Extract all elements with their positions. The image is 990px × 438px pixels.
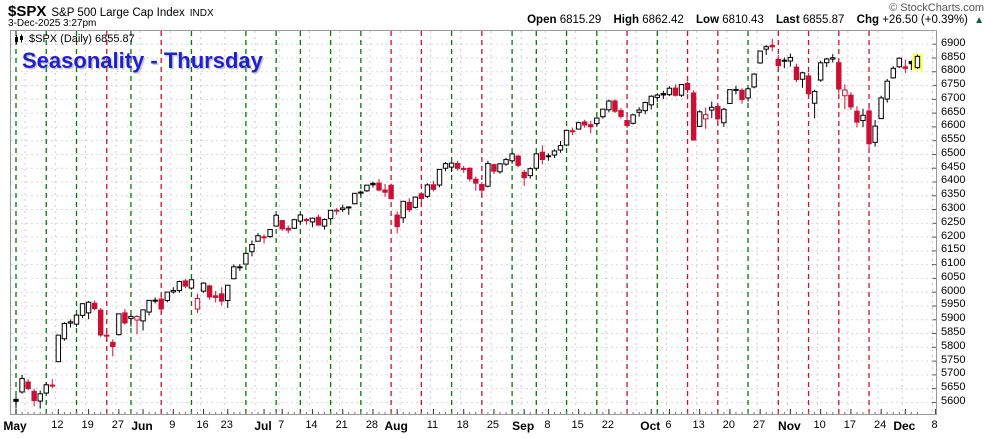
y-axis-tick-label: 5800 xyxy=(941,339,966,352)
x-axis-tick-label: 8 xyxy=(544,419,551,431)
high-value: 6862.42 xyxy=(642,14,684,26)
x-axis-tick-label: Nov xyxy=(778,419,801,433)
y-axis-tick-label: 5950 xyxy=(941,298,966,311)
x-axis-tick-label: Aug xyxy=(384,419,408,433)
y-axis-tick-label: 6300 xyxy=(941,202,966,215)
x-axis-tick-label: 10 xyxy=(813,419,826,431)
low-label: Low xyxy=(696,14,720,26)
y-axis-tick-label: 6350 xyxy=(941,188,966,201)
last-label: Last xyxy=(776,14,800,26)
high-label: High xyxy=(613,14,640,26)
legend-text: $SPX (Daily) 6855.87 xyxy=(29,33,135,45)
quote-datetime: 3-Dec-2025 3:27pm xyxy=(8,18,97,29)
y-axis-tick-label: 6650 xyxy=(941,105,966,118)
y-axis-tick-label: 6900 xyxy=(941,36,966,49)
y-axis-tick-label: 6850 xyxy=(941,50,966,63)
x-axis-tick-label: 15 xyxy=(571,419,584,431)
x-axis-tick-label: 24 xyxy=(874,419,887,431)
y-axis-tick-label: 6750 xyxy=(941,78,966,91)
y-axis-tick-label: 6700 xyxy=(941,91,966,104)
x-axis-tick-label: Dec xyxy=(893,419,916,433)
x-axis-tick-label: 6 xyxy=(665,419,672,431)
x-axis-tick-label: 21 xyxy=(335,419,348,431)
chg-value: +26.50 (+0.39%) xyxy=(882,14,968,26)
x-axis-tick-label: Oct xyxy=(640,419,661,433)
x-axis-tick-label: 18 xyxy=(456,419,469,431)
open-value: 6815.29 xyxy=(559,14,602,26)
x-axis-tick-label: 27 xyxy=(111,419,124,431)
x-axis-tick-label: 12 xyxy=(51,419,64,431)
y-axis-tick-label: 5750 xyxy=(941,353,966,366)
x-axis-tick-label: 17 xyxy=(843,419,857,431)
candlestick-canvas xyxy=(11,31,936,414)
stockcharts-copyright: © StockCharts.com xyxy=(889,2,984,14)
x-axis-tick-label: 27 xyxy=(753,419,766,431)
candlestick-icon xyxy=(15,34,23,44)
x-axis-tick-label: 8 xyxy=(931,419,938,431)
y-axis-tick-label: 6800 xyxy=(941,64,966,77)
low-value: 6810.43 xyxy=(722,14,764,26)
chart-header: $SPX S&P 500 Large Cap Index INDX xyxy=(8,3,214,21)
y-axis-tick-label: 5650 xyxy=(941,381,966,394)
y-axis-tick-label: 6050 xyxy=(941,270,966,283)
symbol-exchange: INDX xyxy=(189,8,214,19)
x-axis-tick-label: May xyxy=(3,419,27,433)
x-axis-tick-label: 14 xyxy=(305,419,318,431)
y-axis-tick-label: 6500 xyxy=(941,146,966,159)
y-axis-tick-label: 6150 xyxy=(941,243,966,256)
y-axis-tick-label: 6400 xyxy=(941,174,966,187)
x-axis-tick-label: Jun xyxy=(131,419,153,433)
y-axis-tick-label: 6250 xyxy=(941,215,966,228)
y-axis-tick-label: 6000 xyxy=(941,284,966,297)
x-axis-tick-label: 28 xyxy=(365,419,379,431)
chart-legend[interactable]: $SPX (Daily) 6855.87 xyxy=(14,33,135,45)
y-axis-tick-label: 6100 xyxy=(941,257,966,270)
x-axis-tick-label: 16 xyxy=(196,419,209,431)
y-axis-tick-label: 5850 xyxy=(941,326,966,339)
x-axis-tick-label: 22 xyxy=(601,419,615,431)
x-axis-tick-label: 25 xyxy=(486,419,500,431)
x-axis-tick-label: 19 xyxy=(81,419,94,431)
y-axis-tick-label: 6600 xyxy=(941,119,966,132)
symbol-name: S&P 500 Large Cap Index xyxy=(51,7,185,19)
annotation-title: Seasonality - Thursday xyxy=(22,48,263,73)
y-axis-tick-label: 5600 xyxy=(941,394,966,407)
open-label: Open xyxy=(527,14,557,26)
x-axis-tick-label: 20 xyxy=(722,419,736,431)
x-axis-tick-label: 13 xyxy=(692,419,705,431)
x-axis-tick-label: Jul xyxy=(254,419,272,433)
y-axis-tick-label: 6550 xyxy=(941,133,966,146)
price-chart xyxy=(10,30,937,415)
y-axis-tick-label: 5700 xyxy=(941,367,966,380)
x-axis-tick-label: 7 xyxy=(278,419,285,431)
y-axis-tick-label: 5900 xyxy=(941,312,966,325)
x-axis-tick-label: Sep xyxy=(512,419,535,433)
x-axis-tick-label: 9 xyxy=(169,419,176,431)
chg-label: Chg xyxy=(856,14,880,26)
quote-line: Open 6815.29 High 6862.42 Low 6810.43 La… xyxy=(518,14,984,26)
x-axis-tick-label: 23 xyxy=(220,419,233,431)
y-axis-tick-label: 6450 xyxy=(941,160,966,173)
symbol: $SPX xyxy=(8,3,47,20)
y-axis-tick-label: 6200 xyxy=(941,229,966,242)
last-value: 6855.87 xyxy=(802,14,845,26)
x-axis-tick-label: 11 xyxy=(426,419,439,431)
chg-up-arrow-icon: ▲ xyxy=(974,15,984,26)
